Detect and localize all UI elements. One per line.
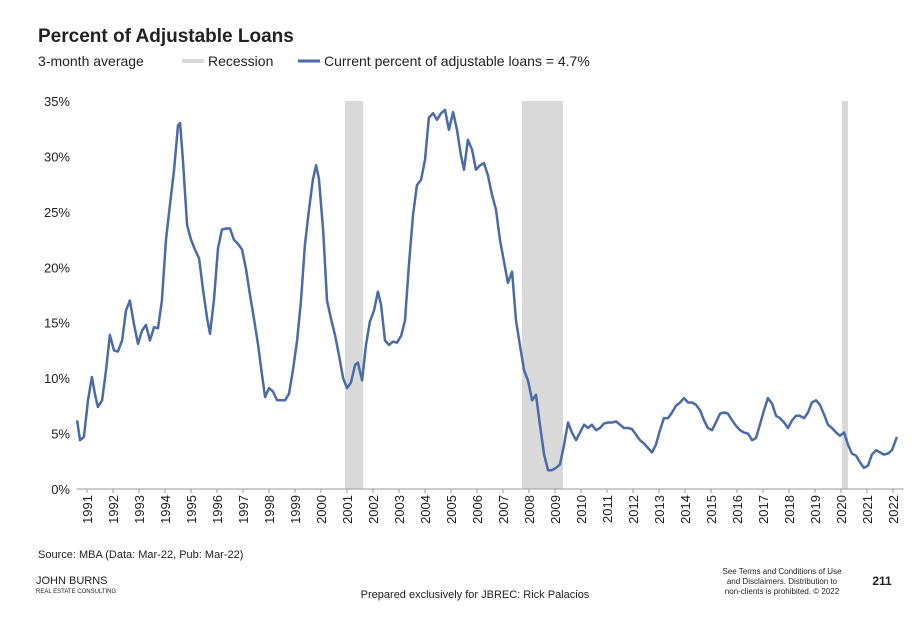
recession-band xyxy=(344,101,364,489)
disclaimer: non-clients is prohibited. © 2022 xyxy=(725,587,840,596)
source: Source: MBA (Data: Mar-22, Pub: Mar-22) xyxy=(38,549,243,561)
x-tick-label: 2010 xyxy=(574,495,589,524)
y-tick-label: 10% xyxy=(44,371,70,386)
recession-band xyxy=(842,101,849,489)
x-tick-label: 2006 xyxy=(470,495,485,524)
y-tick-label: 30% xyxy=(44,149,70,164)
x-tick-label: 2009 xyxy=(548,495,563,524)
x-tick-label: 1998 xyxy=(262,495,277,524)
logo-sub: REAL ESTATE CONSULTING xyxy=(36,589,116,595)
x-tick-label: 1993 xyxy=(132,495,147,524)
x-tick-label: 2022 xyxy=(886,495,901,524)
chart-title: Percent of Adjustable Loans xyxy=(38,26,294,47)
x-tick-label: 2013 xyxy=(652,495,667,524)
x-tick-label: 2018 xyxy=(782,495,797,524)
legend-swatch xyxy=(182,59,204,63)
x-tick-label: 2015 xyxy=(704,495,719,524)
y-tick-label: 25% xyxy=(44,205,70,220)
x-tick-label: 2000 xyxy=(314,495,329,524)
x-tick-label: 2002 xyxy=(366,495,381,524)
x-tick-label: 1999 xyxy=(288,495,303,524)
x-tick-label: 2016 xyxy=(730,495,745,524)
y-tick-label: 15% xyxy=(44,316,70,331)
legend-label: Current percent of adjustable loans = 4.… xyxy=(324,53,590,69)
x-tick-label: 2019 xyxy=(808,495,823,524)
subtitle: 3-month average xyxy=(38,53,144,69)
x-tick-label: 2005 xyxy=(444,495,459,524)
logo: JOHN BURNS xyxy=(36,575,108,587)
x-tick-label: 1992 xyxy=(106,495,121,524)
y-tick-label: 5% xyxy=(51,427,70,442)
x-tick-label: 1991 xyxy=(80,495,95,524)
x-tick-label: 2017 xyxy=(756,495,771,524)
x-tick-label: 2020 xyxy=(834,495,849,524)
data-line xyxy=(75,108,899,472)
x-tick-label: 2007 xyxy=(496,495,511,524)
x-tick-label: 1997 xyxy=(236,495,251,524)
x-tick-label: 2011 xyxy=(600,495,615,523)
x-tick-label: 2012 xyxy=(626,495,641,524)
y-tick-label: 20% xyxy=(44,260,70,275)
x-tick-label: 2004 xyxy=(418,495,433,524)
x-tick-label: 1996 xyxy=(210,495,225,524)
y-tick-label: 35% xyxy=(44,94,70,109)
y-tick-label: 0% xyxy=(51,482,70,497)
x-tick-label: 2014 xyxy=(678,495,693,524)
page-number: 211 xyxy=(872,574,892,588)
recession-band xyxy=(521,101,564,489)
x-tick-label: 2003 xyxy=(392,495,407,524)
x-tick-label: 2021 xyxy=(860,495,875,524)
x-tick-label: 2001 xyxy=(340,495,355,524)
x-tick-label: 1994 xyxy=(158,495,173,524)
x-tick-label: 1995 xyxy=(184,495,199,524)
disclaimer: and Disclaimers. Distribution to xyxy=(727,577,838,586)
legend-label: Recession xyxy=(208,53,273,69)
x-tick-label: 2008 xyxy=(522,495,537,524)
disclaimer: See Terms and Conditions of Use xyxy=(722,567,842,576)
prepared-note: Prepared exclusively for JBREC: Rick Pal… xyxy=(361,589,590,601)
